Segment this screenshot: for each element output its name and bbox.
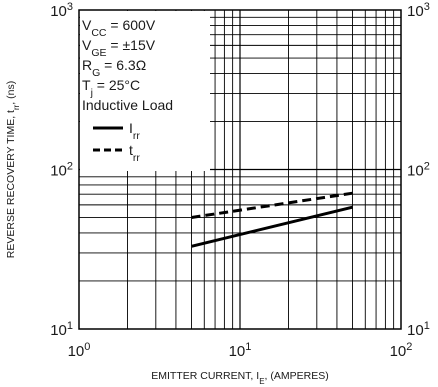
series-layer xyxy=(191,191,353,248)
x-tick-label: 100 xyxy=(68,341,91,360)
condition-line: Tj = 25°C xyxy=(82,77,140,99)
condition-line: VGE = ±15V xyxy=(82,37,156,59)
x-tick-label: 101 xyxy=(229,341,252,360)
y-tick-label-right: 102 xyxy=(407,161,430,180)
series-line-Irr xyxy=(191,205,353,248)
y-tick-labels: 101 101 102 102 103 103 xyxy=(50,1,430,339)
condition-line: Inductive Load xyxy=(82,97,173,113)
y-tick-label-right: 101 xyxy=(407,320,430,339)
legend-label: Irr xyxy=(129,120,140,142)
legend-box xyxy=(80,11,210,171)
x-tick-label: 102 xyxy=(390,341,413,360)
condition-line: RG = 6.3Ω xyxy=(82,57,146,79)
condition-line: VCC = 600V xyxy=(82,17,156,39)
legend-label: trr xyxy=(129,142,140,164)
plot-area xyxy=(78,9,402,330)
y-tick-label-right: 103 xyxy=(407,1,430,20)
x-axis-label: EMITTER CURRENT, IE, (AMPERES) xyxy=(151,370,328,386)
y-axis-label: REVERSE RECOVERY TIME, trr, (ns) xyxy=(5,81,21,258)
y-tick-label: 103 xyxy=(50,1,73,20)
y-tick-label: 101 xyxy=(50,320,73,339)
y-tick-label: 102 xyxy=(50,161,73,180)
x-tick-labels: 100 101 102 xyxy=(68,341,413,360)
grid xyxy=(79,10,401,329)
